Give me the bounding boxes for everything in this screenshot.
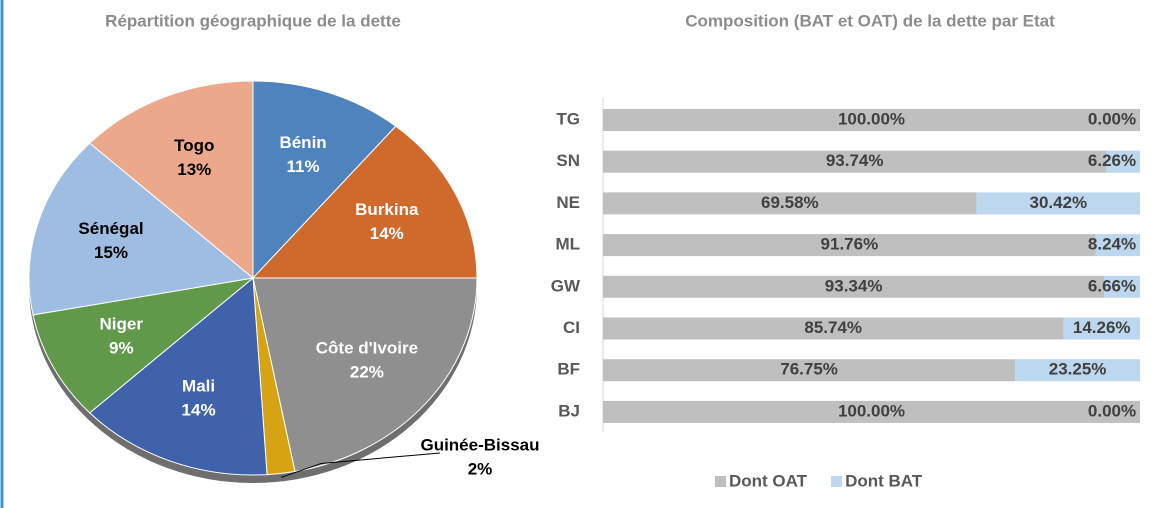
bar-segment bbox=[976, 192, 1140, 215]
pie-slice bbox=[32, 277, 255, 414]
pie-slice bbox=[252, 80, 397, 280]
pie-category: Mali bbox=[182, 376, 215, 395]
bar-value-label: 14.26% bbox=[1073, 318, 1131, 337]
bar-segment bbox=[1095, 234, 1140, 257]
pie-slice bbox=[88, 276, 268, 476]
bar-value-label: 23.25% bbox=[1049, 360, 1107, 379]
y-tick-label: ML bbox=[555, 235, 580, 254]
bar-value-label: 91.76% bbox=[821, 235, 879, 254]
pie-category: Guinée-Bissau bbox=[420, 435, 539, 454]
legend-label: Dont BAT bbox=[845, 471, 923, 490]
y-tick-label: GW bbox=[551, 276, 581, 295]
pie-value-label: 14% bbox=[370, 224, 404, 243]
bar-segment bbox=[603, 275, 1105, 298]
bar-segment bbox=[603, 234, 1096, 257]
bar-segment bbox=[603, 109, 1140, 131]
legend-label: Dont OAT bbox=[729, 471, 808, 490]
y-tick-label: BJ bbox=[558, 401, 580, 420]
pie-title: Répartition géographique de la dette bbox=[105, 11, 401, 30]
bar-value-label: 30.42% bbox=[1029, 193, 1087, 212]
y-tick-label: NE bbox=[556, 193, 580, 212]
y-tick-label: TG bbox=[556, 109, 580, 128]
bar-segment bbox=[1015, 359, 1140, 382]
bar-value-label: 93.34% bbox=[825, 276, 883, 295]
bar-value-label: 6.66% bbox=[1088, 276, 1136, 295]
bar-segment bbox=[1106, 150, 1140, 173]
bar-segment bbox=[1104, 275, 1140, 298]
bar-segment bbox=[603, 400, 1140, 423]
bar-value-label: 0.00% bbox=[1088, 109, 1136, 128]
pie-value-label: 13% bbox=[177, 160, 211, 179]
bar-value-label: 100.00% bbox=[838, 109, 905, 128]
pie-value-label: 11% bbox=[287, 157, 320, 176]
bar-segment bbox=[1063, 317, 1140, 340]
bar-title: Composition (BAT et OAT) de la dette par… bbox=[685, 11, 1055, 30]
pie-slice bbox=[251, 125, 478, 279]
pie-slice bbox=[28, 142, 255, 316]
bar-value-label: 0.00% bbox=[1088, 401, 1136, 420]
pie-value-label: 15% bbox=[94, 243, 128, 262]
pie-slice bbox=[252, 277, 478, 473]
bar-segment bbox=[603, 317, 1064, 340]
leader-line bbox=[280, 452, 441, 478]
y-tick-label: CI bbox=[563, 318, 580, 337]
bar-segment bbox=[603, 150, 1107, 173]
pie-value-label: 9% bbox=[109, 339, 134, 358]
bar-value-label: 8.24% bbox=[1088, 235, 1136, 254]
pie-category: Burkina bbox=[355, 200, 419, 219]
bar-value-label: 76.75% bbox=[780, 360, 838, 379]
pie-slice bbox=[88, 80, 254, 280]
legend-swatch bbox=[715, 476, 726, 487]
pie-category: Niger bbox=[100, 315, 144, 334]
bar-value-label: 100.00% bbox=[838, 401, 905, 420]
pie-category: Côte d'Ivoire bbox=[316, 338, 418, 357]
legend-swatch bbox=[831, 476, 843, 487]
bar-value-label: 6.26% bbox=[1088, 151, 1136, 170]
bar-value-label: 69.58% bbox=[761, 193, 819, 212]
pie-category: Sénégal bbox=[78, 219, 143, 238]
pie-category: Bénin bbox=[279, 133, 326, 152]
bar-value-label: 85.74% bbox=[804, 318, 862, 337]
pie-value-label: 14% bbox=[182, 400, 216, 419]
y-tick-label: BF bbox=[557, 360, 580, 379]
pie-category: Togo bbox=[174, 136, 214, 155]
y-tick-label: SN bbox=[556, 151, 580, 170]
pie-value-label: 22% bbox=[350, 362, 384, 381]
pie-value-label: 2% bbox=[468, 459, 493, 478]
bar-segment bbox=[603, 192, 977, 215]
bar-segment bbox=[603, 359, 1016, 382]
bar-value-label: 93.74% bbox=[826, 151, 884, 170]
